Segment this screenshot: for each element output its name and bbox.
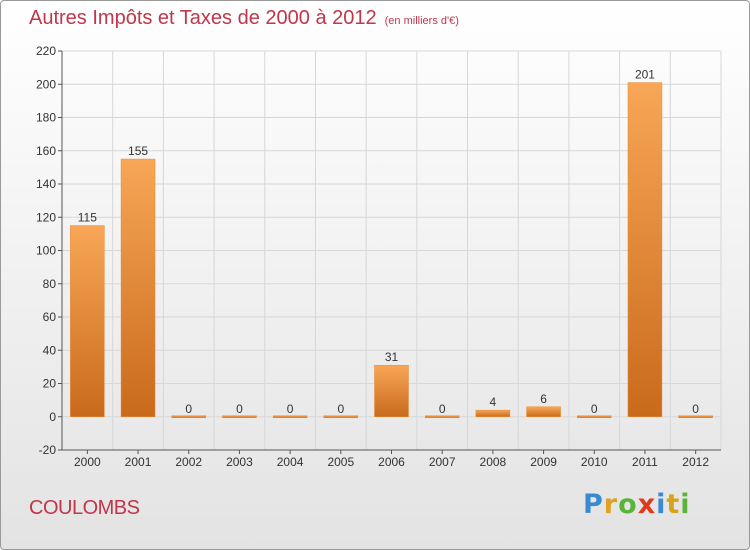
- data-label: 31: [385, 350, 399, 364]
- x-tick-label: 2003: [226, 455, 253, 469]
- data-label: 0: [591, 402, 598, 416]
- y-tick-label: 80: [43, 277, 57, 291]
- y-tick-label: 120: [36, 210, 56, 224]
- bar: [577, 415, 612, 418]
- subtitle-text: (en milliers d'€): [384, 15, 459, 27]
- bar: [120, 158, 156, 417]
- bar: [171, 415, 206, 418]
- proxiti-logo: Proxiti: [583, 489, 691, 520]
- x-tick-label: 2008: [480, 455, 507, 469]
- data-label: 155: [128, 144, 148, 158]
- bar: [272, 415, 308, 418]
- bar: [475, 409, 511, 418]
- bar: [627, 82, 663, 418]
- logo-letter: x: [637, 489, 657, 520]
- data-label: 0: [287, 402, 294, 416]
- x-tick-label: 2010: [581, 455, 608, 469]
- data-label: 0: [236, 402, 243, 416]
- x-tick-label: 2011: [632, 455, 658, 469]
- bar: [323, 415, 359, 418]
- data-labels: 115 155 0 0 0 0 31 0 4 6 0 201 0: [78, 68, 700, 416]
- x-tick-label: 2009: [530, 455, 557, 469]
- logo-letter: t: [666, 489, 681, 520]
- logo-letter: i: [656, 489, 667, 520]
- x-tick-label: 2001: [125, 455, 152, 469]
- bar: [222, 415, 257, 418]
- data-label: 0: [692, 402, 699, 416]
- y-tick-label: 160: [36, 144, 56, 158]
- y-tick-label: 140: [36, 177, 56, 191]
- data-label: 0: [337, 402, 344, 416]
- data-label: 0: [439, 402, 446, 416]
- x-tick-label: 2007: [429, 455, 456, 469]
- data-label: 0: [185, 402, 192, 416]
- y-tick-label: 40: [43, 343, 57, 357]
- logo-letter: r: [603, 489, 619, 520]
- x-tick-label: 2012: [682, 455, 709, 469]
- bar: [678, 415, 713, 418]
- y-tick-label: 180: [36, 111, 56, 125]
- logo-letter: i: [680, 489, 691, 520]
- y-tick-label: 200: [36, 77, 56, 91]
- x-tick-label: 2002: [175, 455, 202, 469]
- y-tick-label: 20: [43, 377, 57, 391]
- y-tick-label: 100: [36, 244, 56, 258]
- data-label: 115: [78, 211, 97, 225]
- bar: [526, 406, 561, 417]
- commune-name: COULOMBS: [29, 497, 140, 519]
- bar: [424, 415, 460, 418]
- x-tick-label: 2005: [327, 455, 354, 469]
- bars: [70, 82, 713, 418]
- y-tick-label: -20: [39, 443, 57, 457]
- logo-letter: o: [618, 489, 638, 520]
- x-tick-label: 2004: [277, 455, 304, 469]
- x-tick-label: 2000: [74, 455, 101, 469]
- data-label: 201: [635, 68, 655, 82]
- bar: [70, 225, 105, 417]
- y-tick-label: 220: [36, 44, 56, 58]
- chart-title: Autres Impôts et Taxes de 2000 à 2012 (en…: [29, 7, 459, 30]
- data-label: 6: [540, 392, 547, 406]
- y-tick-label: 0: [49, 410, 56, 424]
- bar: [374, 364, 409, 417]
- data-label: 4: [490, 395, 497, 409]
- logo-letter: P: [583, 489, 604, 520]
- title-text: Autres Impôts et Taxes de 2000 à 2012: [29, 7, 377, 29]
- x-tick-label: 2006: [378, 455, 405, 469]
- y-tick-label: 60: [43, 310, 57, 324]
